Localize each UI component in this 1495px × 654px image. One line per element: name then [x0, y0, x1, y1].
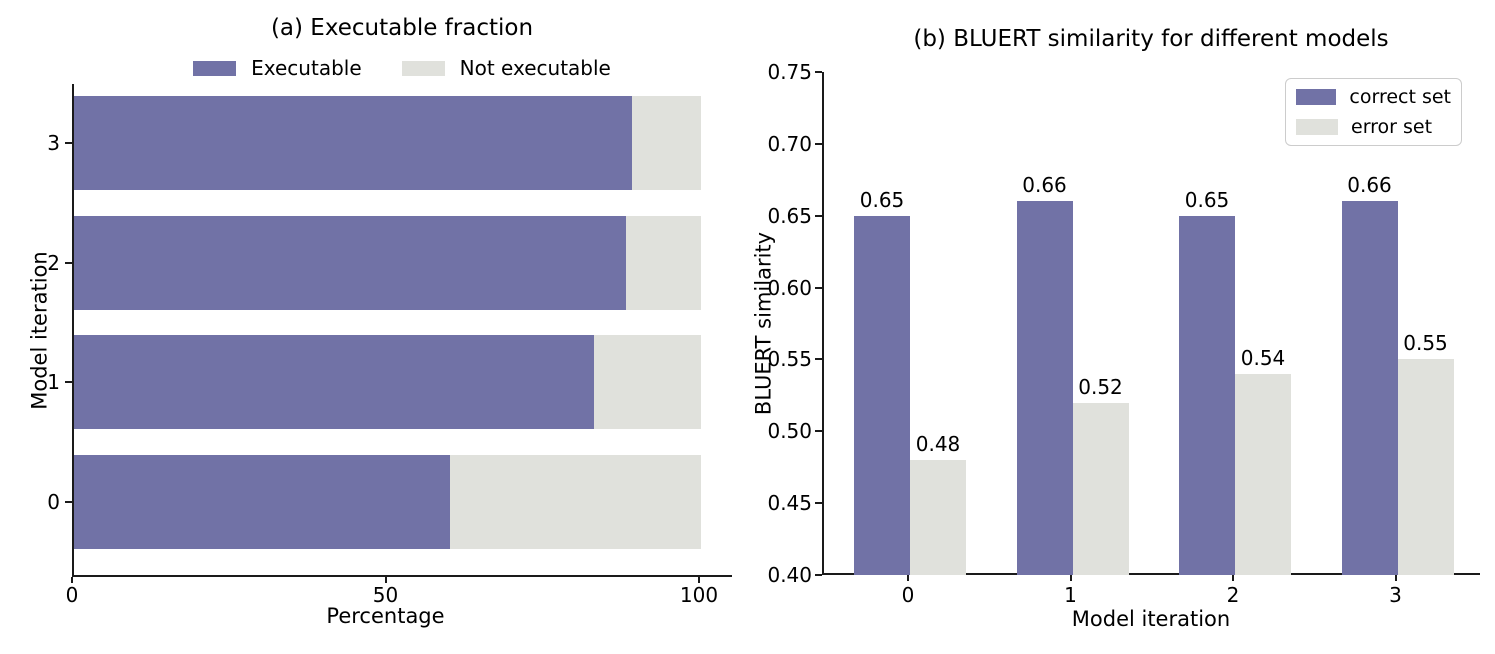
- panel-a-x-tick: [71, 577, 73, 583]
- panel-b-x-tick-label: 2: [1226, 583, 1240, 607]
- panel-b-y-tick-label: 0.55: [767, 347, 812, 372]
- panel-b-y-tick: [815, 430, 822, 433]
- correct-set-bar-value: 0.65: [859, 187, 905, 212]
- panel-b-y-tick: [815, 574, 822, 576]
- correct-set-legend-label: correct set: [1349, 86, 1451, 108]
- panel-a-x-tick-label: 100: [679, 583, 719, 607]
- panel-b-y-tick-label: 0.70: [767, 131, 812, 156]
- error-set-bar-value: 0.54: [1240, 345, 1286, 370]
- panel-a-y-tick-label: 3: [47, 131, 60, 155]
- correct-set-swatch: [1296, 89, 1337, 105]
- executable-legend-label: Executable: [251, 56, 362, 80]
- not-executable-bar: [632, 96, 701, 190]
- error-set-bar: [1072, 402, 1129, 575]
- panel-a-xlabel: Percentage: [326, 604, 445, 628]
- panel-b-x-tick: [1232, 575, 1234, 581]
- panel-b-y-tick: [815, 71, 822, 73]
- error-set-bar-value: 0.48: [915, 432, 961, 457]
- not-executable-swatch: [401, 60, 445, 76]
- panel-a-y-tick: [65, 500, 72, 503]
- correct-set-bar: [1179, 215, 1235, 575]
- panel-b-x-tick: [1394, 575, 1397, 581]
- panel-b-legend: correct set error set: [1285, 78, 1462, 146]
- panel-b-y-tick: [815, 286, 822, 289]
- panel-a-x-tick-label: 0: [65, 583, 79, 607]
- error-set-swatch: [1296, 119, 1338, 135]
- panel-a-ylabel: Model iteration: [27, 251, 52, 410]
- error-set-bar-value: 0.55: [1403, 331, 1448, 356]
- panel-b-legend-entry-correct-set: correct set: [1296, 84, 1451, 110]
- panel-b-y-tick: [815, 502, 822, 505]
- panel-b-y-tick-label: 0.75: [767, 60, 812, 84]
- not-executable-legend-label: Not executable: [459, 56, 611, 80]
- executable-bar: [74, 215, 626, 310]
- panel-a-x-tick-label: 50: [372, 583, 399, 607]
- panel-b-y-tick-label: 0.50: [767, 419, 812, 444]
- panel-b-y-tick-label: 0.40: [767, 563, 812, 587]
- error-set-bar: [910, 460, 966, 575]
- panel-a-y-tick: [65, 261, 72, 264]
- panel-a-y-tick: [65, 142, 72, 144]
- error-set-bar-value: 0.52: [1078, 374, 1123, 399]
- panel-b-y-tick: [815, 214, 822, 217]
- panel-a-x-tick: [698, 577, 700, 583]
- panel-a-y-tick-label: 0: [47, 489, 60, 514]
- panel-b-x-tick-label: 3: [1389, 583, 1402, 607]
- panel-b-x-tick: [1069, 575, 1072, 581]
- correct-set-bar: [1016, 201, 1073, 575]
- executable-bar: [74, 96, 633, 190]
- correct-set-bar-value: 0.65: [1184, 187, 1230, 212]
- not-executable-bar: [625, 215, 701, 310]
- error-set-legend-label: error set: [1351, 116, 1433, 138]
- panel-a-legend: Executable Not executable: [72, 55, 732, 81]
- error-set-bar: [1397, 359, 1454, 575]
- panel-a-legend-entry-executable: Executable: [193, 56, 362, 80]
- panel-a-y-tick-label: 1: [47, 370, 60, 394]
- panel-b-x-tick-label: 1: [1064, 583, 1077, 607]
- panel-b-y-tick: [815, 358, 822, 361]
- panel-a-x-tick: [384, 577, 387, 583]
- not-executable-bar: [594, 335, 701, 429]
- panel-b-legend-entry-error-set: error set: [1296, 114, 1451, 140]
- executable-swatch: [193, 60, 237, 76]
- correct-set-bar-value: 0.66: [1022, 173, 1067, 198]
- panel-a-y-tick: [65, 381, 72, 383]
- correct-set-bar: [854, 215, 910, 575]
- correct-set-bar: [1341, 201, 1398, 575]
- panel-a-y-tick-label: 2: [47, 250, 60, 275]
- panel-a-title: (a) Executable fraction: [270, 15, 534, 41]
- panel-a-legend-entry-not-executable: Not executable: [401, 56, 611, 80]
- panel-b-y-tick: [815, 142, 822, 145]
- panel-b-y-tick-label: 0.45: [767, 491, 812, 516]
- panel-b-x-tick-label: 0: [901, 583, 915, 607]
- panel-b-title: (b) BLUERT similarity for different mode…: [913, 26, 1389, 52]
- panel-b-y-tick-label: 0.60: [767, 275, 812, 300]
- error-set-bar: [1235, 373, 1291, 575]
- not-executable-bar: [450, 454, 701, 549]
- correct-set-bar-value: 0.66: [1347, 173, 1392, 198]
- executable-bar: [74, 335, 595, 429]
- panel-b-y-tick-label: 0.65: [767, 203, 812, 228]
- panel-b-x-tick: [907, 575, 909, 581]
- panel-b-plot-area: 0.65 0.48 0.66 0.52 0.65 0.54 0.66 0.55: [822, 72, 1480, 575]
- panel-b-xlabel: Model iteration: [1071, 607, 1231, 631]
- panel-a-plot-area: [72, 84, 732, 577]
- executable-bar: [74, 454, 451, 549]
